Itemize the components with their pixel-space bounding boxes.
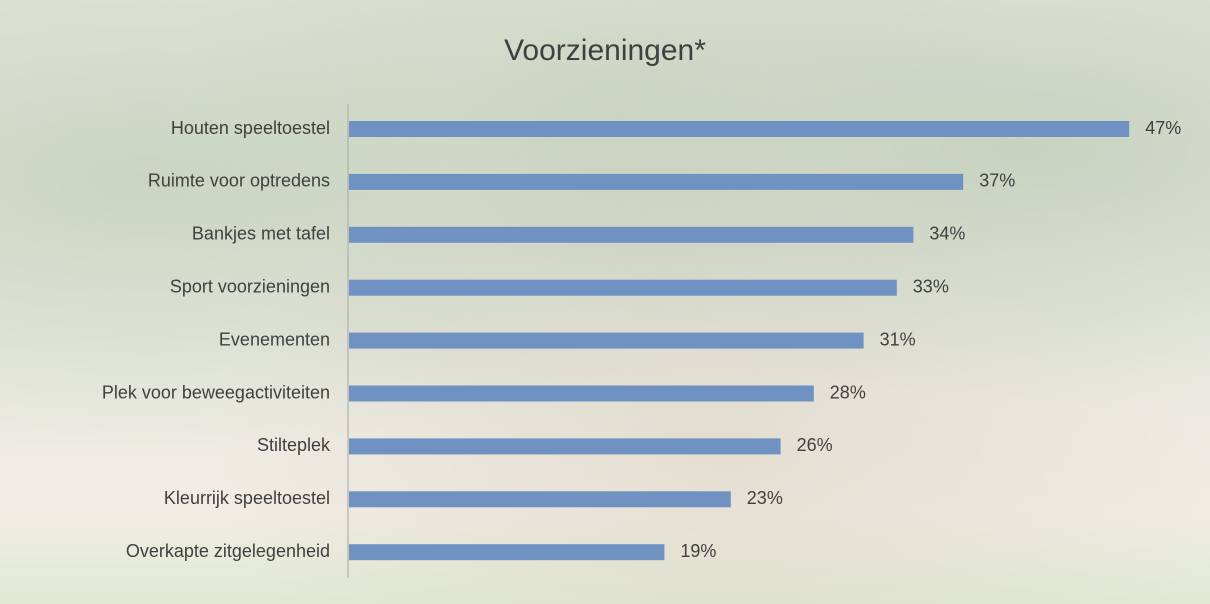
value-label: 37%: [979, 171, 1015, 191]
category-label: Plek voor beweegactiviteiten: [102, 382, 330, 402]
category-label: Sport voorzieningen: [170, 276, 330, 296]
chart-title: Voorzieningen*: [504, 34, 706, 67]
bar: [349, 491, 731, 507]
bar: [349, 227, 913, 243]
bar: [349, 386, 814, 402]
value-label: 19%: [680, 541, 716, 561]
value-label: 33%: [913, 276, 949, 296]
value-label: 28%: [830, 382, 866, 402]
value-label: 34%: [929, 224, 965, 244]
category-label: Houten speeltoestel: [171, 118, 330, 138]
bar: [349, 438, 781, 454]
value-label: 31%: [880, 329, 916, 349]
category-label: Bankjes met tafel: [192, 224, 330, 244]
bar: [349, 333, 864, 349]
bar: [349, 280, 897, 296]
category-label: Evenementen: [219, 329, 330, 349]
value-label: 26%: [797, 435, 833, 455]
value-label: 23%: [747, 488, 783, 508]
bar: [349, 174, 963, 190]
category-label: Overkapte zitgelegenheid: [126, 541, 330, 561]
bar: [349, 544, 664, 560]
page: Voorzieningen* Houten speeltoestel 47% Rui…: [0, 0, 1210, 604]
chart: Voorzieningen* Houten speeltoestel 47% Rui…: [0, 0, 1210, 604]
category-label: Kleurrijk speeltoestel: [164, 488, 330, 508]
bar: [349, 121, 1129, 137]
value-label: 47%: [1145, 118, 1181, 138]
category-label: Ruimte voor optredens: [148, 171, 330, 191]
category-label: Stilteplek: [257, 435, 331, 455]
